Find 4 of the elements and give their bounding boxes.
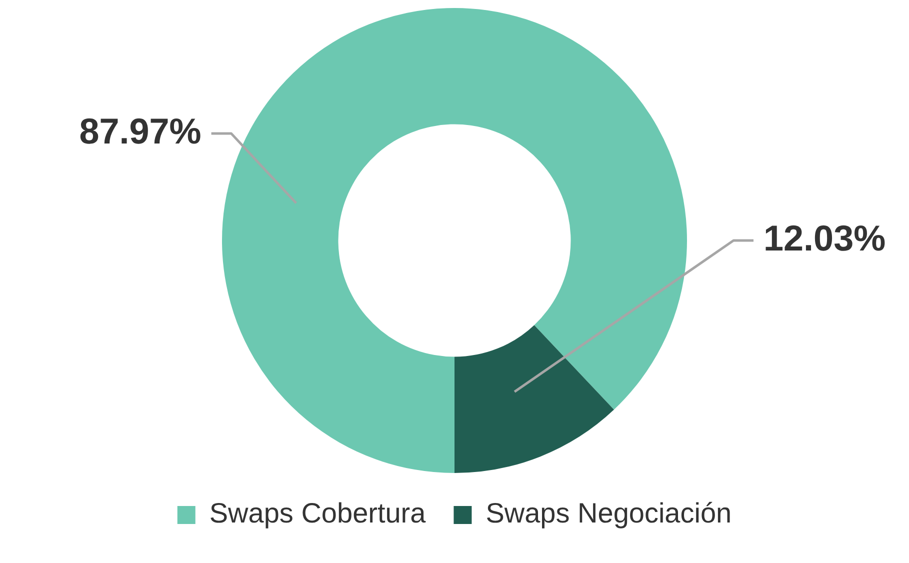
legend-label: Swaps Cobertura	[209, 498, 426, 529]
data-label: 12.03%	[764, 217, 886, 258]
data-label: 87.97%	[79, 110, 202, 152]
legend-label: Swaps Negociación	[486, 498, 732, 529]
